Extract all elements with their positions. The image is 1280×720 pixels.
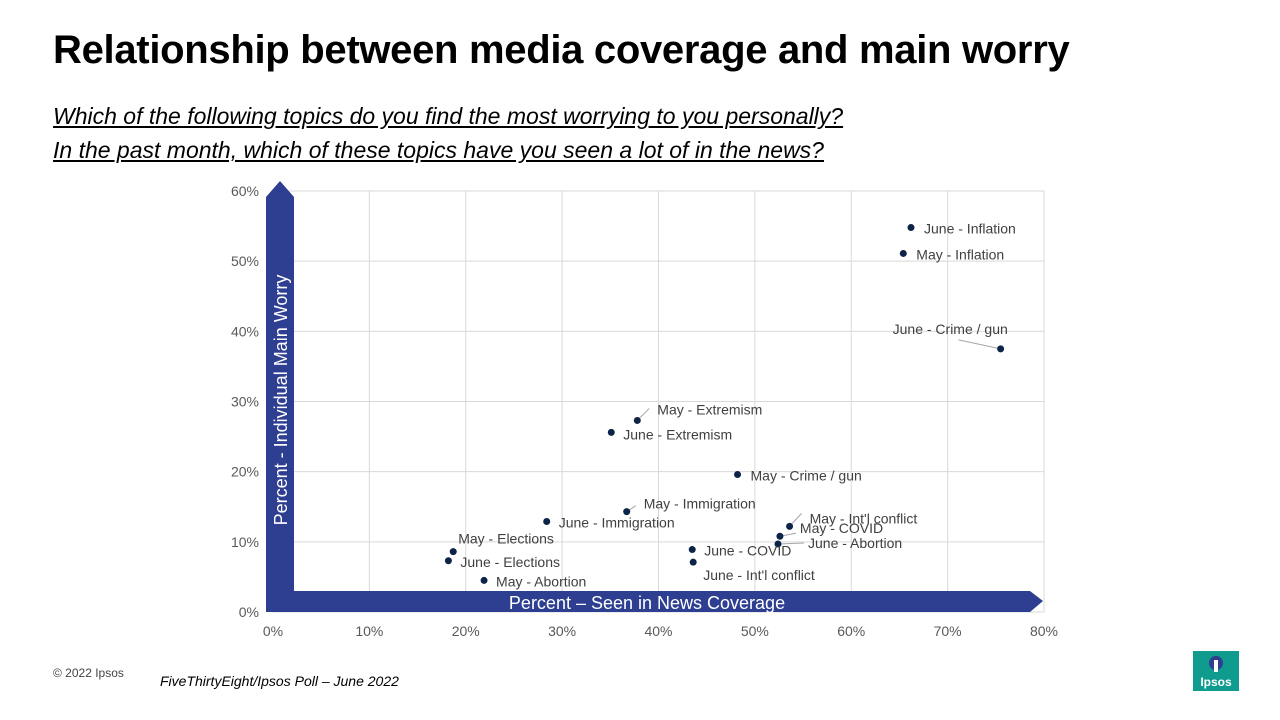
data-point [543,517,551,525]
data-label: May - Extremism [657,401,762,417]
data-point [444,557,452,565]
x-tick-label: 60% [837,623,865,639]
y-tick-label: 20% [231,464,259,480]
data-point [907,223,915,231]
data-label: June - Elections [460,554,560,570]
x-tick-label: 70% [934,623,962,639]
x-tick-label: 40% [644,623,672,639]
question-worry: Which of the following topics do you fin… [53,103,844,129]
data-point [688,546,696,554]
data-point [607,428,615,436]
ipsos-logo-text: Ipsos [1200,675,1232,689]
y-tick-label: 10% [231,534,259,550]
leader-line [777,542,805,545]
leader-line [958,339,1001,350]
data-point [776,532,784,540]
data-label: May - Elections [458,531,554,547]
question-news: In the past month, which of these topics… [53,137,824,163]
y-axis-arrow [266,181,294,612]
ipsos-logo: Ipsos [1193,651,1239,691]
copyright: © 2022 Ipsos [53,666,124,680]
ipsos-logo-icon [1209,656,1223,672]
data-label: May - COVID [800,520,883,536]
data-label: June - Inflation [924,220,1016,236]
data-point [480,576,488,584]
data-point [689,558,697,566]
source-note: FiveThirtyEight/Ipsos Poll – June 2022 [160,673,399,689]
data-label: May - Abortion [496,573,586,589]
data-label: June - Extremism [623,426,732,442]
y-tick-label: 40% [231,323,259,339]
data-label: June - Immigration [559,514,675,530]
data-label: June - Crime / gun [893,321,1008,337]
y-tick-label: 60% [231,183,259,199]
x-tick-label: 50% [741,623,769,639]
data-point [633,416,641,424]
x-axis-arrow [273,591,1043,612]
y-tick-label: 0% [239,604,259,620]
data-label: June - Int'l conflict [703,567,815,583]
y-tick-label: 30% [231,394,259,410]
x-tick-label: 20% [452,623,480,639]
x-tick-label: 30% [548,623,576,639]
x-axis-title: Percent – Seen in News Coverage [509,593,785,613]
data-point [786,522,794,530]
data-label: June - Abortion [808,535,902,551]
data-point [899,249,907,257]
data-label: May - Crime / gun [751,467,862,483]
data-point [774,540,782,548]
y-axis-title: Percent - Individual Main Worry [271,275,291,526]
page-title: Relationship between media coverage and … [53,28,1070,72]
data-label: June - COVID [704,543,791,559]
x-tick-label: 0% [263,623,283,639]
data-point [449,548,457,556]
x-tick-label: 10% [355,623,383,639]
data-label: May - Inflation [916,246,1004,262]
data-label: May - Int'l conflict [810,510,918,526]
data-point [997,345,1005,353]
data-label: May - Immigration [644,496,756,512]
y-tick-label: 50% [231,253,259,269]
data-point [734,470,742,478]
x-tick-label: 80% [1030,623,1058,639]
data-point [623,508,631,516]
